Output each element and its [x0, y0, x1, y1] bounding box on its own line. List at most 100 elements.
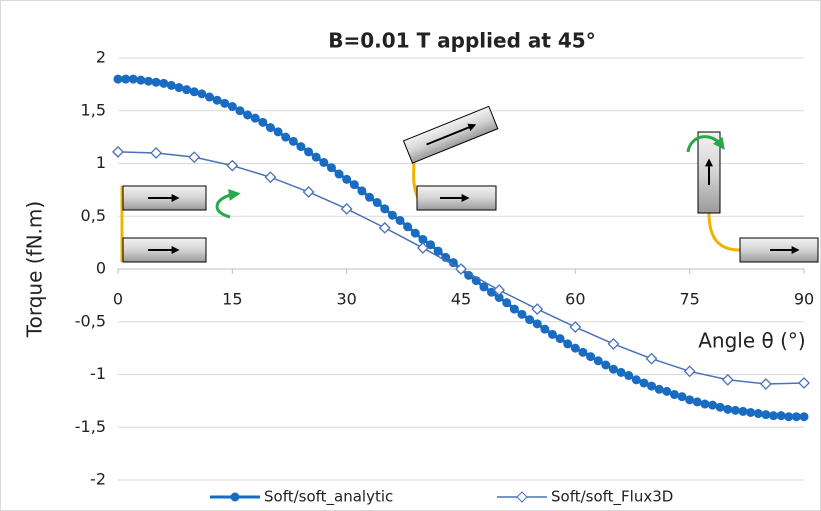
- data-point: [654, 384, 664, 394]
- data-point: [128, 74, 138, 84]
- data-point: [493, 284, 506, 297]
- data-point: [166, 80, 176, 90]
- data-point: [334, 169, 344, 179]
- data-point: [121, 74, 131, 84]
- y-tick-label: 2: [96, 48, 106, 67]
- icon-middle: [402, 105, 499, 211]
- data-point: [319, 157, 329, 167]
- data-point: [250, 113, 260, 123]
- data-point: [357, 186, 367, 196]
- data-point: [784, 412, 794, 422]
- data-point: [349, 180, 359, 190]
- legend-label: Soft/soft_Flux3D: [551, 488, 673, 507]
- data-point: [723, 404, 733, 414]
- legend-label: Soft/soft_analytic: [264, 488, 393, 507]
- data-point: [136, 75, 146, 85]
- plot: [112, 74, 810, 422]
- data-point: [188, 151, 201, 164]
- data-point: [197, 89, 207, 99]
- data-point: [281, 132, 291, 142]
- data-point: [799, 412, 809, 422]
- data-point: [547, 329, 557, 339]
- x-tick-label: 0: [113, 290, 123, 309]
- data-point: [258, 117, 268, 127]
- data-point: [113, 74, 123, 84]
- y-tick-label: 0,5: [81, 206, 106, 225]
- y-tick-label: 0: [96, 259, 106, 278]
- x-tick-label: 60: [565, 290, 585, 309]
- y-tick-label: 1: [96, 153, 106, 172]
- x-tick-label: 45: [451, 290, 471, 309]
- icon-right: [686, 131, 819, 263]
- data-point: [525, 315, 535, 325]
- data-point: [212, 95, 222, 105]
- data-point: [601, 360, 611, 370]
- data-point: [607, 337, 620, 350]
- data-point: [570, 343, 580, 353]
- data-point: [502, 298, 512, 308]
- data-point: [380, 204, 390, 214]
- data-point: [517, 309, 527, 319]
- data-point: [416, 241, 429, 254]
- data-point: [708, 400, 718, 410]
- data-point: [540, 324, 550, 334]
- data-point: [143, 76, 153, 86]
- data-point: [569, 321, 582, 333]
- data-point: [759, 378, 772, 390]
- data-point: [647, 381, 657, 391]
- data-point: [677, 392, 687, 402]
- data-point: [715, 402, 725, 412]
- data-point: [296, 142, 306, 152]
- data-point: [227, 102, 237, 112]
- data-point: [798, 377, 810, 389]
- data-point: [532, 319, 542, 329]
- data-point: [304, 147, 314, 157]
- data-point: [578, 347, 588, 357]
- data-point: [531, 303, 544, 316]
- data-point: [685, 395, 695, 405]
- data-point: [769, 411, 779, 421]
- data-point: [372, 198, 382, 208]
- data-point: [174, 83, 184, 93]
- data-point: [112, 145, 124, 158]
- data-point: [683, 365, 696, 378]
- data-point: [426, 240, 436, 250]
- y-tick-label: -2: [90, 470, 106, 489]
- icon-left: [120, 185, 241, 263]
- x-tick-label: 15: [222, 290, 242, 309]
- data-point: [608, 364, 618, 374]
- data-point: [220, 98, 230, 108]
- y-tick-label: -0,5: [75, 311, 106, 330]
- data-point: [791, 412, 801, 422]
- data-point: [151, 77, 161, 87]
- data-point: [624, 371, 634, 381]
- data-point: [264, 171, 277, 184]
- y-axis-label: Torque (fN.m): [23, 201, 47, 338]
- data-point: [326, 163, 336, 173]
- x-tick-label: 90: [794, 290, 814, 309]
- data-point: [639, 378, 649, 388]
- x-tick-label: 30: [336, 290, 356, 309]
- data-point: [746, 407, 756, 417]
- data-point: [189, 87, 199, 97]
- data-point: [182, 85, 192, 95]
- data-point: [159, 78, 169, 88]
- data-point: [311, 152, 321, 162]
- data-point: [776, 411, 786, 421]
- data-point: [273, 127, 283, 137]
- data-point: [753, 409, 763, 419]
- data-point: [340, 202, 353, 215]
- data-point: [150, 147, 163, 159]
- data-point: [464, 270, 474, 280]
- data-point: [433, 246, 443, 256]
- data-point: [738, 406, 748, 416]
- data-point: [692, 397, 702, 407]
- data-point: [700, 399, 710, 409]
- data-point: [204, 92, 214, 102]
- data-point: [288, 136, 298, 146]
- x-tick-label: 75: [679, 290, 699, 309]
- data-point: [593, 356, 603, 366]
- data-point: [479, 282, 489, 292]
- data-point: [418, 234, 428, 244]
